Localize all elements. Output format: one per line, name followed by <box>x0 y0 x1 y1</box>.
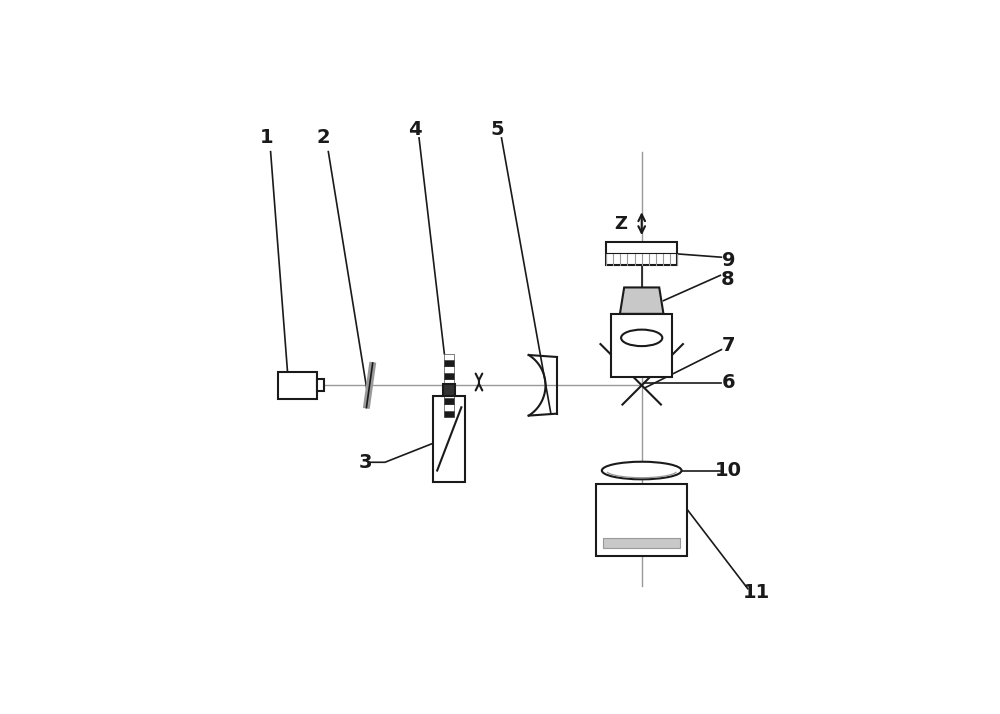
Bar <box>278 371 317 399</box>
Text: 5: 5 <box>491 120 504 139</box>
Bar <box>606 242 677 266</box>
Bar <box>433 396 465 481</box>
Text: Z: Z <box>614 215 627 233</box>
Bar <box>444 373 454 379</box>
Bar <box>444 404 454 411</box>
Bar <box>596 484 687 555</box>
Text: 2: 2 <box>316 129 330 147</box>
Bar <box>317 379 324 391</box>
Bar <box>444 366 454 373</box>
Ellipse shape <box>621 330 662 346</box>
Bar <box>444 386 454 392</box>
Bar <box>444 398 454 404</box>
Text: 3: 3 <box>358 453 372 472</box>
Text: 10: 10 <box>715 461 742 480</box>
Bar <box>443 384 455 396</box>
Text: 11: 11 <box>743 583 770 602</box>
Polygon shape <box>620 288 663 314</box>
Ellipse shape <box>602 462 682 479</box>
Text: 4: 4 <box>408 120 422 139</box>
Bar <box>611 314 672 377</box>
Bar <box>444 379 454 386</box>
Bar <box>444 411 454 417</box>
Bar <box>444 353 454 360</box>
Text: 9: 9 <box>722 251 735 270</box>
Bar <box>603 538 680 548</box>
Text: 7: 7 <box>722 336 735 356</box>
Text: 6: 6 <box>722 373 735 392</box>
Text: 8: 8 <box>721 270 734 288</box>
Text: 1: 1 <box>260 129 274 147</box>
Bar <box>444 360 454 366</box>
Bar <box>444 392 454 398</box>
